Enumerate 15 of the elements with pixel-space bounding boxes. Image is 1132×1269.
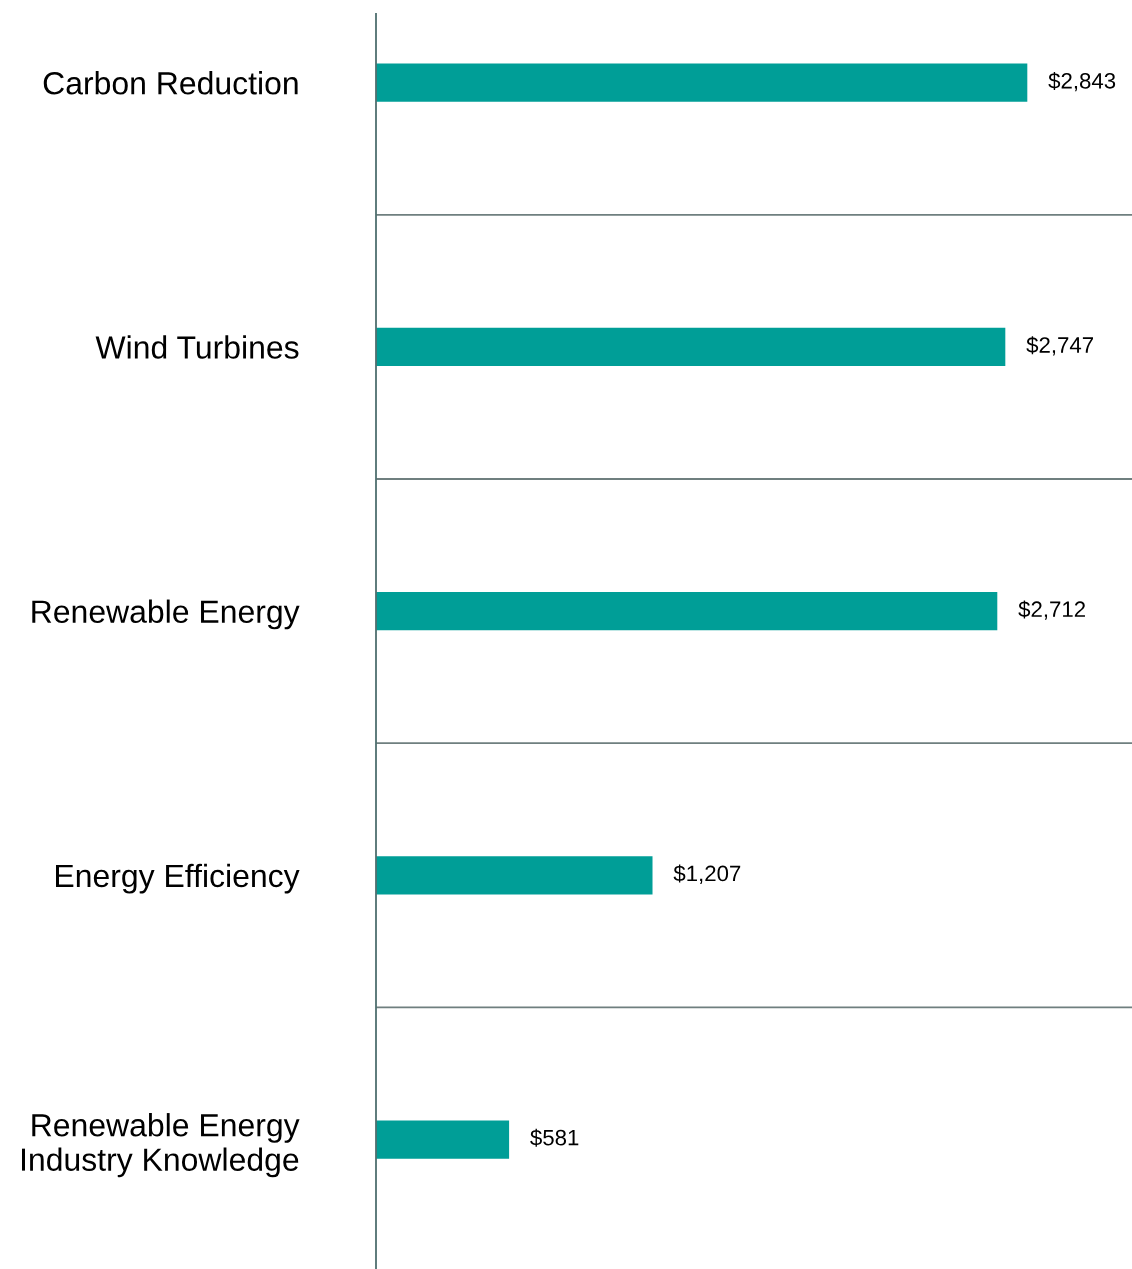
data-label: $1,207 [673,864,741,884]
data-label: $2,712 [1018,600,1085,620]
data-label: $2,747 [1026,336,1093,356]
y-tick-label: Wind Turbines [95,335,299,359]
bar [376,591,998,631]
y-tick-label: Energy Efficiency [56,863,300,894]
y-tick-label: Renewable Energy [32,599,300,630]
data-label: $2,843 [1048,71,1116,92]
bar [376,856,653,895]
bar [376,327,1006,367]
y-tick-label: Renewable Energy Industry Knowledge [22,1113,300,1178]
bar [376,63,1028,102]
bar [376,1120,510,1159]
y-tick-label: Carbon Reduction [43,71,298,95]
data-label: $581 [530,1128,579,1147]
